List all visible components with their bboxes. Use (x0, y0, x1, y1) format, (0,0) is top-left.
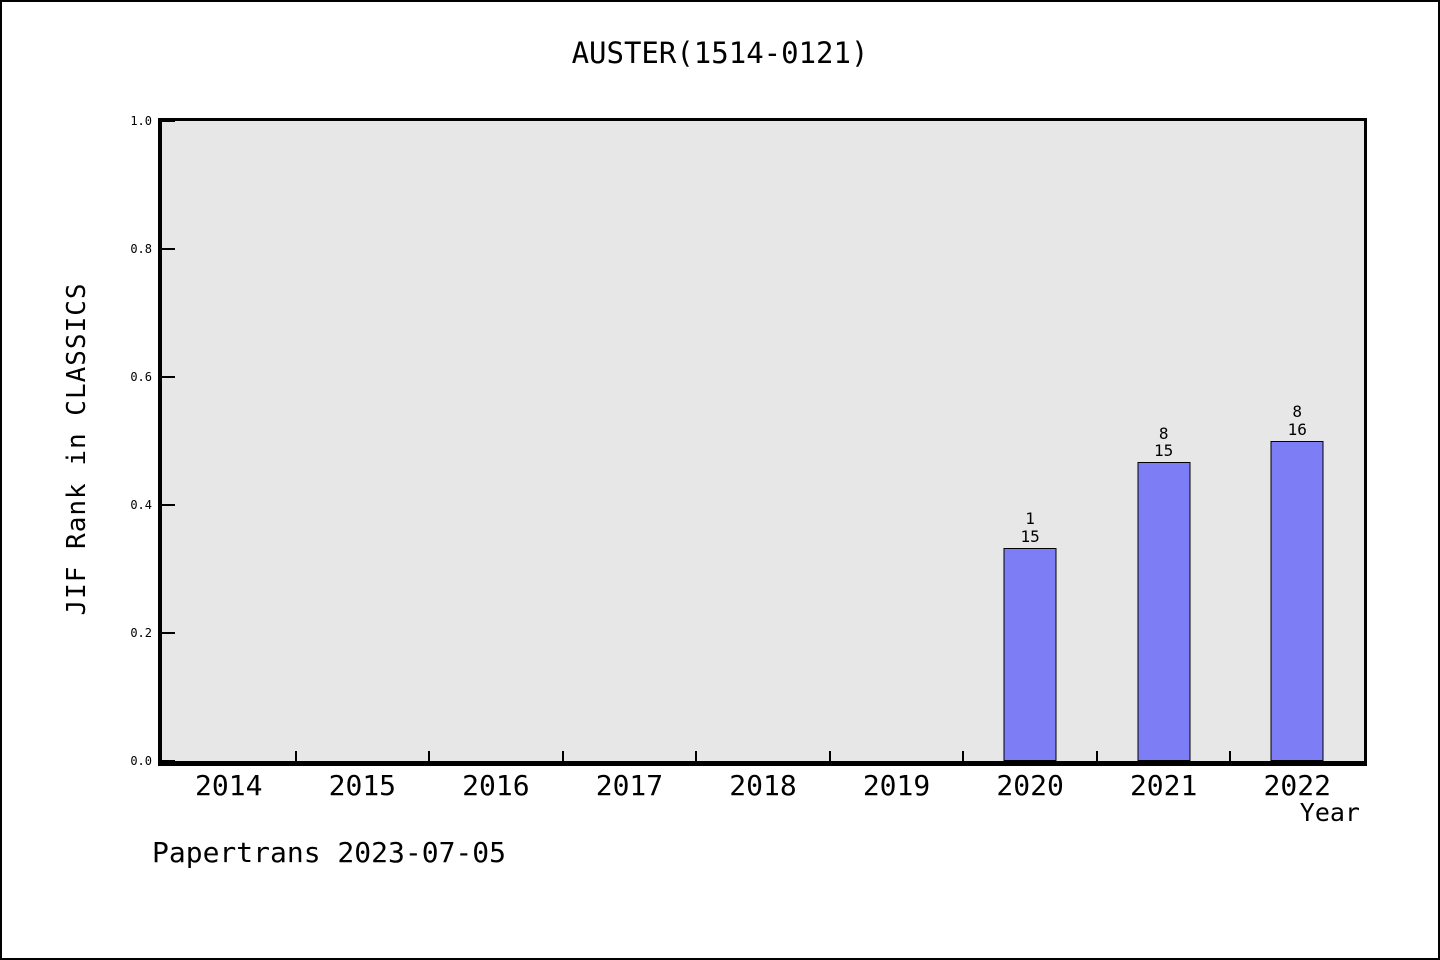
x-tick-label: 2016 (462, 769, 530, 802)
x-tick-label: 2021 (1129, 769, 1198, 802)
y-tick-label: 0.8 (130, 242, 152, 256)
x-tick-label: 2019 (862, 769, 931, 802)
x-tick-mark (294, 751, 297, 761)
y-tick-mark (162, 376, 175, 378)
x-tick-mark (1229, 751, 1232, 761)
bar-2021 (1137, 462, 1191, 761)
x-tick-label: 2017 (595, 769, 664, 802)
bar-label-2021: 8 15 (1154, 423, 1174, 460)
bar-label-rank: 8 (1158, 423, 1169, 443)
y-tick-label: 0.4 (130, 498, 152, 512)
x-tick-label: 2022 (1263, 769, 1331, 802)
y-tick-mark (162, 120, 175, 122)
y-axis-label: JIF Rank in CLASSICS (62, 282, 92, 616)
y-tick-label: 0.6 (130, 370, 152, 384)
x-tick-mark (962, 751, 965, 761)
y-tick-label: 1.0 (130, 114, 152, 128)
bar-label-total: 15 (1154, 440, 1174, 460)
x-tick-mark (561, 751, 564, 761)
bar-label-2022: 8 16 (1288, 403, 1307, 438)
x-tick-mark (828, 751, 831, 761)
x-tick-mark (428, 751, 431, 761)
x-tick-label: 2014 (195, 769, 263, 802)
y-tick-mark (162, 632, 175, 634)
bar-label-total: 16 (1287, 419, 1307, 439)
x-tick-mark (695, 751, 698, 761)
bar-label-rank: 1 (1025, 509, 1035, 529)
x-tick-label: 2018 (729, 769, 797, 802)
footer-text: Papertrans 2023-07-05 (152, 836, 507, 869)
bar-label-rank: 8 (1292, 402, 1303, 422)
bar-2020 (1003, 547, 1057, 761)
y-tick-mark (162, 248, 175, 250)
x-tick-label: 2015 (328, 769, 397, 802)
plot-area: 0.0 0.2 0.4 0.6 0.8 1.0 2014 2015 2016 2017 2018 20… (130, 115, 1367, 800)
bar-label-2020: 1 15 (1020, 510, 1039, 545)
y-tick-label: 0.0 (130, 754, 152, 768)
x-tick-label: 2020 (996, 769, 1064, 802)
y-tick-mark (162, 504, 175, 506)
bar-label-total: 15 (1020, 526, 1040, 546)
bar-2022 (1270, 441, 1324, 761)
y-tick-mark (162, 760, 175, 762)
chart-title: AUSTER(1514-0121) (571, 36, 869, 70)
y-tick-label: 0.2 (130, 626, 152, 640)
x-axis-label: Year (1299, 798, 1360, 827)
x-tick-mark (1095, 751, 1098, 761)
